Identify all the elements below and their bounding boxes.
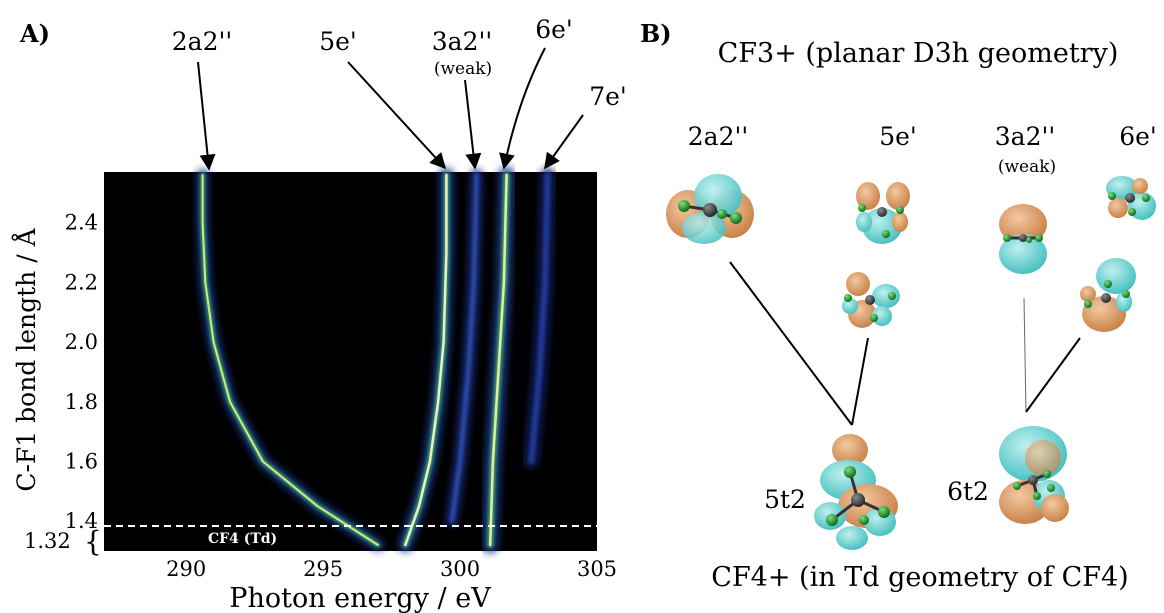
- x-tick-label: 295: [303, 557, 343, 581]
- peak-label-6e: 6e': [535, 15, 573, 44]
- trace-2-layer-3: [404, 173, 448, 547]
- peak-label-3a2: 3a2'': [432, 27, 492, 56]
- arrow-5e: [347, 61, 447, 170]
- x-tick-label: 290: [166, 557, 206, 581]
- panel-b-top-title: CF3+ (planar D3h geometry): [718, 38, 1119, 69]
- x-tick-label: 300: [440, 557, 480, 581]
- trace-3-layer-2: [449, 173, 479, 524]
- correlation-line-6e-6t2: [1025, 337, 1081, 413]
- arrow-6e: [499, 47, 546, 170]
- trace-1-layer-3: [201, 174, 379, 546]
- y-tick-label: 2.2: [65, 270, 98, 294]
- arrow-3a2: [464, 79, 482, 170]
- heatmap-area: [104, 172, 597, 551]
- peak-label-2a2: 2a2'': [172, 27, 232, 56]
- orbital-label-5t2: 5t2: [764, 485, 806, 514]
- peak-label-7e: 7e': [589, 82, 627, 111]
- orbital-6e-b-image: [1080, 258, 1136, 332]
- panel-a-label: A): [19, 19, 50, 48]
- y-axis-label: C-F1 bond length / Å: [11, 227, 41, 491]
- orbital-label-3a2: 3a2'': [995, 122, 1055, 151]
- orbital-5e-b-image: [842, 272, 900, 328]
- orbital-2a2-image: [666, 174, 754, 244]
- x-axis-label: Photon energy / eV: [229, 583, 491, 613]
- equilibrium-label: CF4 (Td): [208, 531, 277, 547]
- trace-4-layer-3: [488, 173, 508, 547]
- orbital-5t2-image: [814, 434, 898, 550]
- arrow-2a2: [197, 61, 216, 171]
- y-tick-label: 1.4: [65, 509, 98, 533]
- peak-note-weak: (weak): [434, 59, 492, 79]
- orbital-label-2a2: 2a2'': [688, 122, 748, 151]
- equilibrium-tick-label: 1.32: [24, 529, 71, 553]
- y-tick-label: 2.4: [65, 211, 98, 235]
- orbital-note-weak: (weak): [998, 157, 1056, 177]
- correlation-line-2a2-5t2: [729, 261, 853, 426]
- brace-icon: {: [84, 525, 102, 558]
- x-axis-ticks: 290 295 300 305: [166, 557, 617, 581]
- y-tick-label: 1.8: [65, 390, 98, 414]
- panel-b-bottom-title: CF4+ (in Td geometry of CF4): [711, 562, 1128, 593]
- x-tick-label: 305: [577, 557, 617, 581]
- y-tick-label: 2.0: [65, 330, 98, 354]
- orbital-3a2-image: [999, 204, 1047, 274]
- orbital-label-6e: 6e': [1119, 122, 1157, 151]
- orbital-5e-a-image: [856, 182, 910, 244]
- correlation-line-5e-5t2: [851, 337, 869, 426]
- orbital-label-6t2: 6t2: [947, 477, 989, 506]
- orbital-6t2-image: [999, 426, 1069, 524]
- trace-5-layer-2: [528, 172, 551, 464]
- peak-label-5e: 5e': [319, 27, 357, 56]
- heatmap-traces: [196, 167, 555, 553]
- arrow-7e: [544, 114, 584, 170]
- panel-b-label: B): [640, 19, 672, 48]
- y-axis-ticks: 1.4 1.6 1.8 2.0 2.2 2.4: [65, 211, 98, 533]
- orbital-6e-a-image: [1106, 176, 1156, 220]
- orbital-label-5e: 5e': [879, 122, 917, 151]
- correlation-line-3a2-6t2: [1023, 297, 1027, 413]
- y-tick-label: 1.6: [65, 449, 98, 473]
